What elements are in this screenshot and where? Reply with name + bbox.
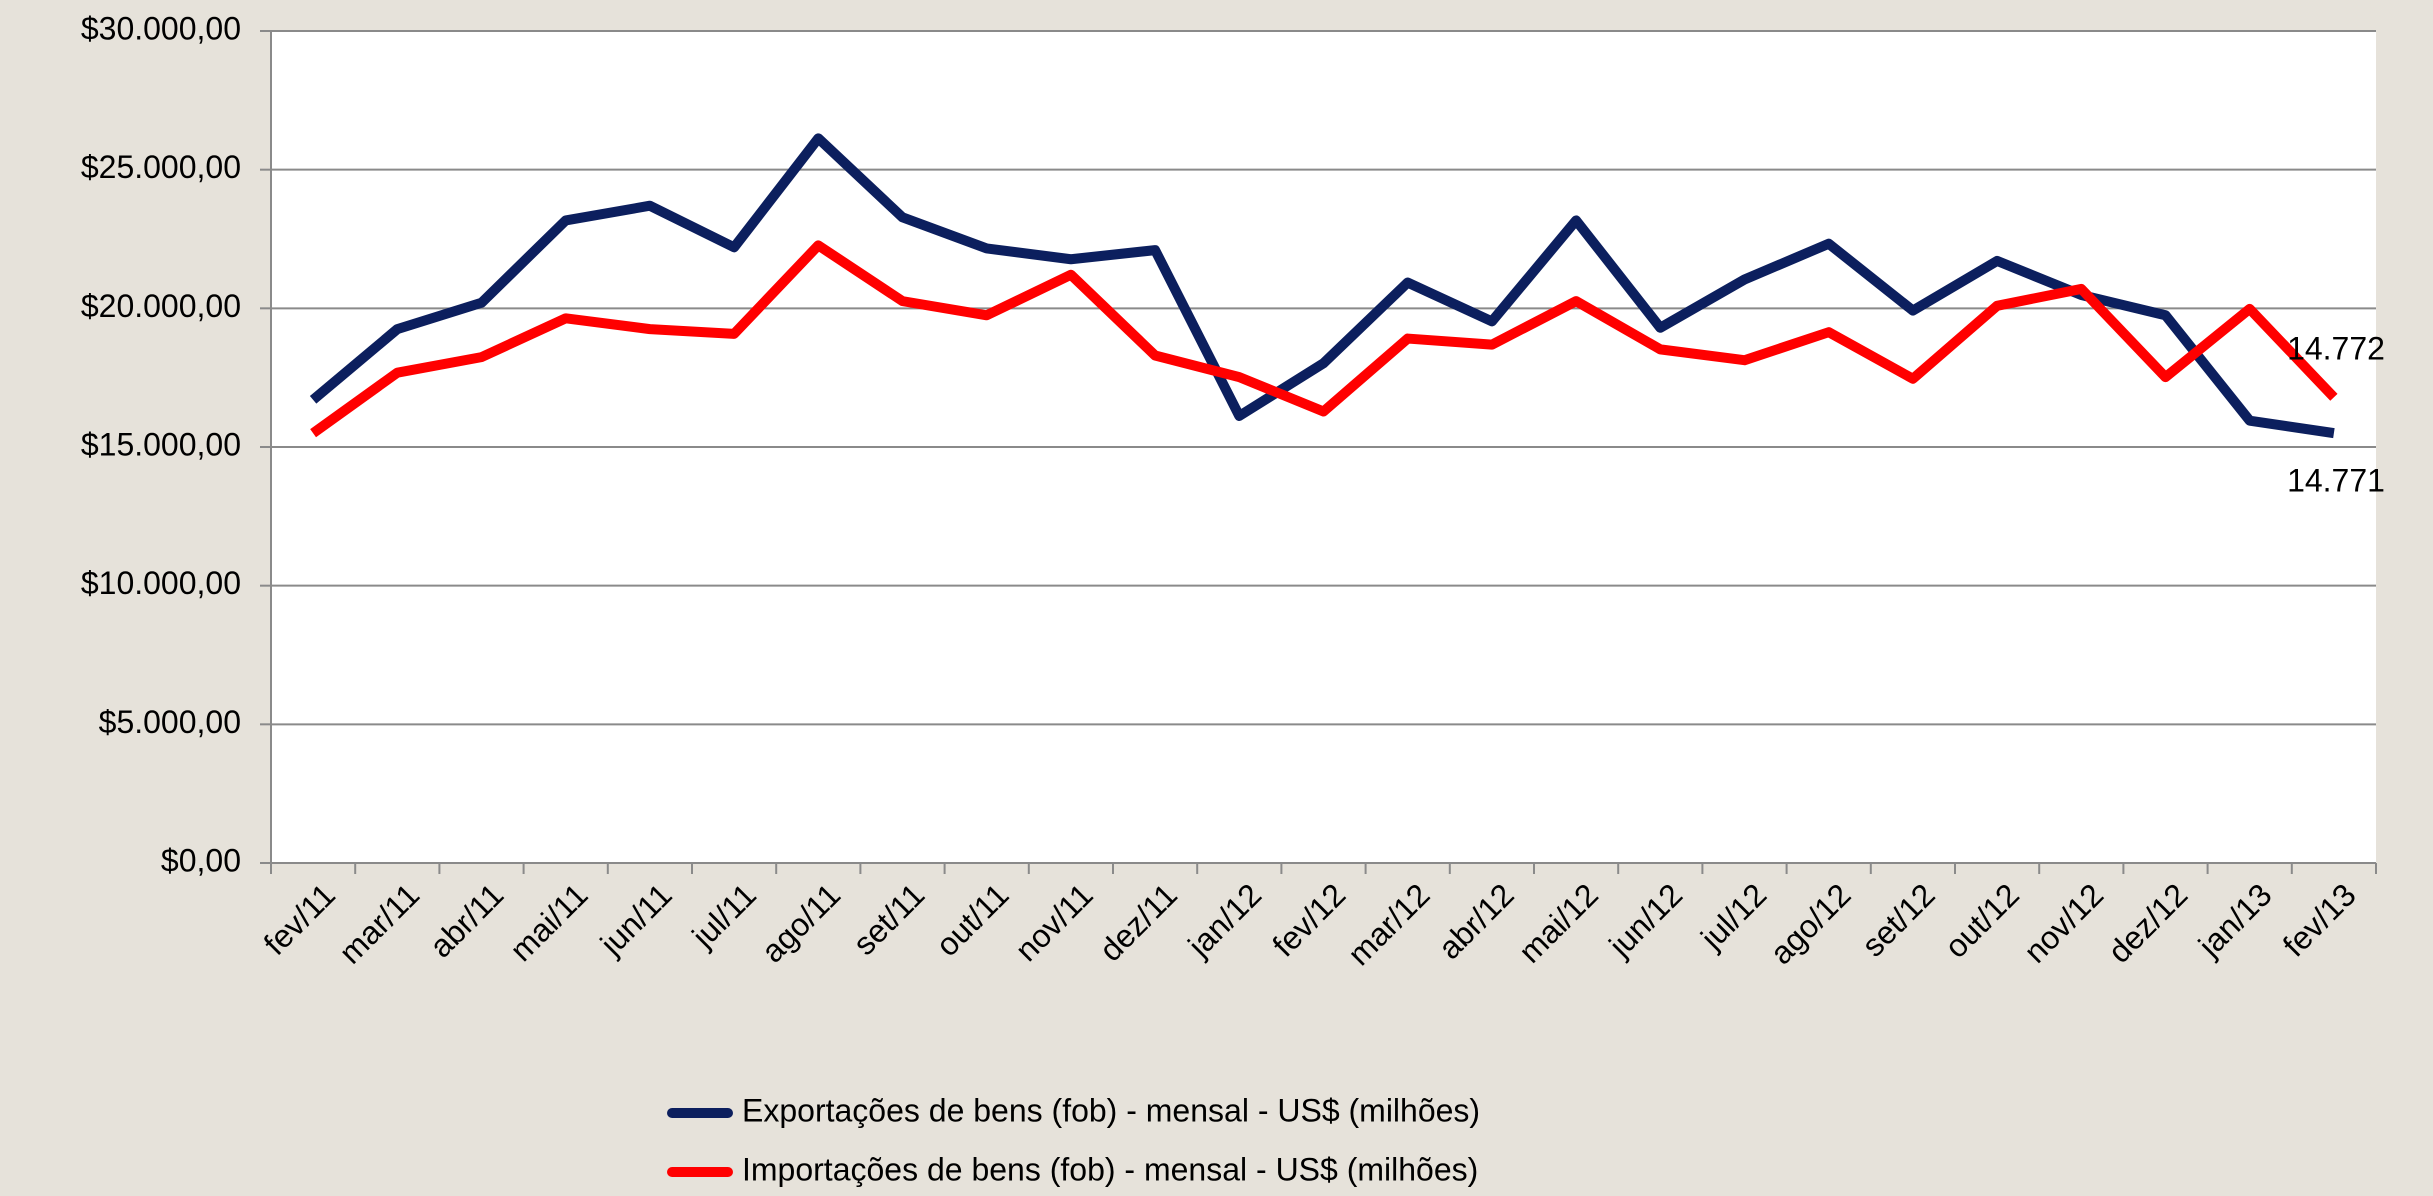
y-tick-label: $20.000,00 xyxy=(81,288,241,324)
series-line xyxy=(309,133,2335,439)
annotation: 14.771 xyxy=(2287,462,2385,498)
y-tick-label: $0,00 xyxy=(161,842,241,878)
y-tick-label: $10.000,00 xyxy=(81,565,241,601)
y-tick-label: $5.000,00 xyxy=(99,704,241,740)
legend-label: Importações de bens (fob) - mensal - US$… xyxy=(742,1151,1478,1187)
annotation: 14.772 xyxy=(2287,330,2385,366)
y-tick-label: $15.000,00 xyxy=(81,426,241,462)
series-line xyxy=(310,240,2338,438)
legend-label: Exportações de bens (fob) - mensal - US$… xyxy=(742,1092,1480,1128)
y-tick-label: $25.000,00 xyxy=(81,149,241,185)
y-tick-label: $30.000,00 xyxy=(81,10,241,46)
